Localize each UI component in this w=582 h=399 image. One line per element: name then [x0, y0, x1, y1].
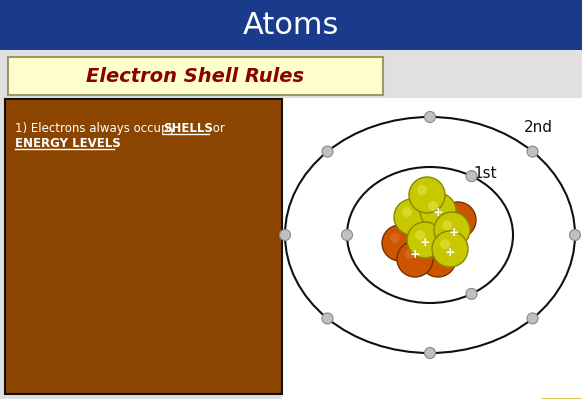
Circle shape	[322, 146, 333, 157]
Circle shape	[382, 225, 418, 261]
Circle shape	[420, 193, 456, 229]
Text: 1) Electrons always occupy: 1) Electrons always occupy	[15, 122, 179, 135]
Circle shape	[390, 233, 400, 243]
Circle shape	[570, 229, 580, 241]
Circle shape	[466, 288, 477, 299]
Text: Atoms: Atoms	[243, 10, 339, 40]
Circle shape	[527, 313, 538, 324]
Circle shape	[440, 239, 450, 249]
Circle shape	[409, 177, 445, 213]
Circle shape	[415, 230, 425, 240]
Circle shape	[407, 222, 443, 258]
Text: +: +	[445, 247, 455, 259]
Text: +: +	[449, 225, 459, 239]
Circle shape	[432, 231, 468, 267]
Circle shape	[402, 207, 412, 217]
Circle shape	[440, 202, 476, 238]
Text: 2nd: 2nd	[523, 119, 552, 134]
Circle shape	[424, 348, 435, 358]
FancyBboxPatch shape	[0, 0, 582, 50]
Text: ENERGY LEVELS: ENERGY LEVELS	[15, 137, 120, 150]
Text: +: +	[432, 207, 443, 219]
Circle shape	[424, 111, 435, 122]
Circle shape	[420, 241, 456, 277]
FancyBboxPatch shape	[5, 99, 282, 394]
Circle shape	[466, 171, 477, 182]
Circle shape	[394, 199, 430, 235]
Text: or: or	[209, 122, 225, 135]
Text: SHELLS: SHELLS	[163, 122, 213, 135]
Circle shape	[434, 212, 470, 248]
Circle shape	[442, 220, 452, 230]
Circle shape	[428, 249, 438, 259]
Text: +: +	[420, 237, 430, 249]
Circle shape	[397, 241, 433, 277]
Circle shape	[428, 201, 438, 211]
Circle shape	[405, 249, 415, 259]
Text: Electron Shell Rules: Electron Shell Rules	[86, 67, 304, 85]
Circle shape	[322, 313, 333, 324]
FancyBboxPatch shape	[8, 57, 383, 95]
Circle shape	[342, 229, 353, 241]
Circle shape	[527, 146, 538, 157]
FancyBboxPatch shape	[282, 98, 582, 399]
Circle shape	[448, 210, 458, 220]
Text: .: .	[114, 137, 118, 150]
Circle shape	[417, 185, 427, 195]
Text: +: +	[410, 249, 420, 261]
Circle shape	[279, 229, 290, 241]
Text: 1st: 1st	[473, 166, 497, 180]
